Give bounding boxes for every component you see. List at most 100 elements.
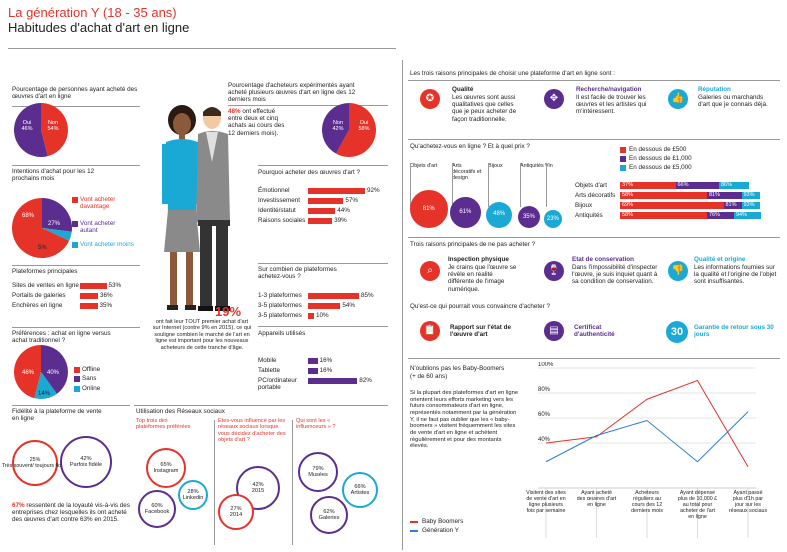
social-col2: Etes-vous influencé par les réseaux soci…	[218, 418, 286, 444]
bubble-label: Vin	[545, 163, 553, 169]
certificate-icon: ▤	[544, 321, 564, 341]
category-label: Ayant dépensé plus de 10,000 £ au total …	[677, 490, 718, 521]
wine-glass-icon: 🍷	[544, 261, 564, 281]
bar-value: 53%	[108, 282, 122, 289]
bar	[308, 293, 359, 299]
devices-title: Appareils utilisés	[258, 330, 306, 337]
divider	[408, 139, 780, 140]
legend-swatch	[72, 197, 78, 203]
intentions-p2: 27%	[48, 221, 61, 227]
bubble: 61%	[450, 197, 481, 228]
legend-swatch	[620, 147, 626, 153]
intentions-p1: 68%	[22, 213, 35, 219]
category-label-box: Ayant acheté des œuvres d'art en ligne	[577, 490, 617, 508]
bar	[308, 303, 341, 309]
why-buy-title: Pourquoi acheter des œuvres d'art ?	[258, 169, 361, 176]
bar-value: 57%	[345, 197, 358, 204]
what-buy-legend-3: En dessous de £5,000	[629, 164, 692, 171]
bar-label: 3-5 plateformes	[258, 312, 302, 319]
bubble: 48%	[486, 201, 513, 228]
pct-buyers-title: Pourcentage de personnes ayant acheté de…	[12, 86, 138, 101]
price-row-label: Antiquités	[575, 212, 603, 219]
social-title: Utilisation des Réseaux sociaux	[136, 408, 225, 415]
pie-slice	[34, 372, 57, 399]
legend-line-boomers	[410, 521, 418, 523]
bar	[308, 368, 318, 374]
bar-label: Raisons sociales	[258, 217, 306, 224]
bubble-stem	[488, 163, 489, 207]
divider	[12, 106, 140, 107]
pie-slice	[14, 345, 41, 399]
bar-label: Portails de galeries	[12, 292, 66, 299]
fidelity-pct: 67%	[12, 502, 25, 509]
not-buy-3-text: Les informations fournies sur la qualité…	[694, 264, 777, 286]
preferences-pie	[14, 345, 68, 399]
legend-boomers: Baby Boomers	[422, 518, 464, 525]
not-buy-1-title: Inspection physique	[448, 256, 509, 263]
bubble-label: Objets d'art	[410, 163, 438, 169]
pct-experienced-pie	[322, 103, 376, 157]
social-artistes: 66% Artistes	[342, 472, 378, 508]
preferences-l2: Sans	[82, 375, 97, 382]
bar	[308, 358, 318, 364]
bar	[308, 218, 333, 224]
price-row-label: Arts décoratifs	[575, 192, 616, 199]
experienced-oui: Oui 58%	[358, 120, 370, 133]
not-buy-2-text: Dans l'impossibilité d'inspecter l'œuvre…	[572, 264, 658, 286]
divider	[12, 405, 130, 406]
reason-3-text: Galeries ou marchands d'art que je conna…	[698, 94, 768, 109]
price-segment: 81%	[707, 192, 742, 199]
legend-swatch	[74, 386, 80, 392]
reason-2-title: Recherche/navigation	[576, 86, 642, 93]
legend-swatch	[74, 376, 80, 382]
what-buy-title: Qu'achetez-vous en ligne ? Et à quel pri…	[410, 143, 530, 150]
fidelity-circle-1: 25% Très souvent/ toujours fidèle	[2, 440, 68, 486]
legend-swatch	[74, 367, 80, 373]
pie-slice	[41, 103, 68, 157]
thumbs-up-icon: 👍	[668, 89, 688, 109]
divider	[228, 105, 388, 106]
bar-value: 16%	[319, 367, 333, 374]
bubble-label: Antiquités	[520, 163, 544, 169]
callout-big: 19%	[214, 304, 242, 319]
callout-text: ont fait leur TOUT premier achat d'art s…	[152, 319, 252, 351]
legend-swatch	[620, 165, 626, 171]
divider	[402, 60, 403, 550]
divider	[134, 405, 388, 406]
bubble: 35%	[518, 206, 540, 228]
divider	[12, 165, 140, 166]
price-segment: 58%	[620, 192, 707, 199]
price-segment: 86%	[719, 182, 749, 189]
legend-swatch	[72, 221, 78, 227]
divider	[8, 48, 396, 49]
divider	[258, 165, 388, 166]
intentions-p3: 5%	[38, 245, 47, 251]
divider	[408, 237, 780, 238]
category-label-box: Acheteurs réguliers au cours des 12 dern…	[631, 490, 663, 514]
divider	[408, 358, 780, 359]
pct-experienced-text: 48% ont effectué entre deux et cinq acha…	[228, 108, 290, 137]
price-segment: 93%	[741, 192, 760, 199]
fidelity-rest: ressentent de la loyauté vis-à-vis des e…	[12, 502, 130, 524]
platforms-title: Plateformes principales	[12, 268, 78, 275]
legend-swatch	[72, 242, 78, 248]
bar-label: Tablette	[258, 367, 281, 374]
category-label: Ayant passé plus d'1h par jour sur les r…	[728, 490, 768, 515]
convince-1-text: Rapport sur l'état de l'œuvre d'art	[450, 324, 511, 339]
bubble-stem	[546, 163, 547, 207]
social-musees: 79% Musées	[298, 452, 338, 492]
social-col1: Top trois des plateformes préférées	[136, 418, 191, 431]
clipboard-icon: 📋	[420, 321, 440, 341]
thirty-days-icon: 30	[666, 321, 688, 343]
bubble-stem	[452, 163, 453, 207]
not-buy-title: Trois raisons principales de ne pas ache…	[410, 241, 536, 248]
reason-2-text: Il est facile de trouver les œuvres et l…	[576, 94, 647, 116]
bar-value: 82%	[359, 377, 372, 384]
intentions-l1: Vont acheter davantage	[80, 196, 116, 211]
divider	[258, 326, 388, 327]
bar	[80, 283, 107, 289]
experienced-rest: ont effectué entre deux et cinq achats a…	[228, 108, 285, 137]
not-buy-3-title: Qualité et origine	[694, 256, 746, 263]
price-segment: 66%	[675, 182, 719, 189]
divider	[214, 420, 215, 545]
